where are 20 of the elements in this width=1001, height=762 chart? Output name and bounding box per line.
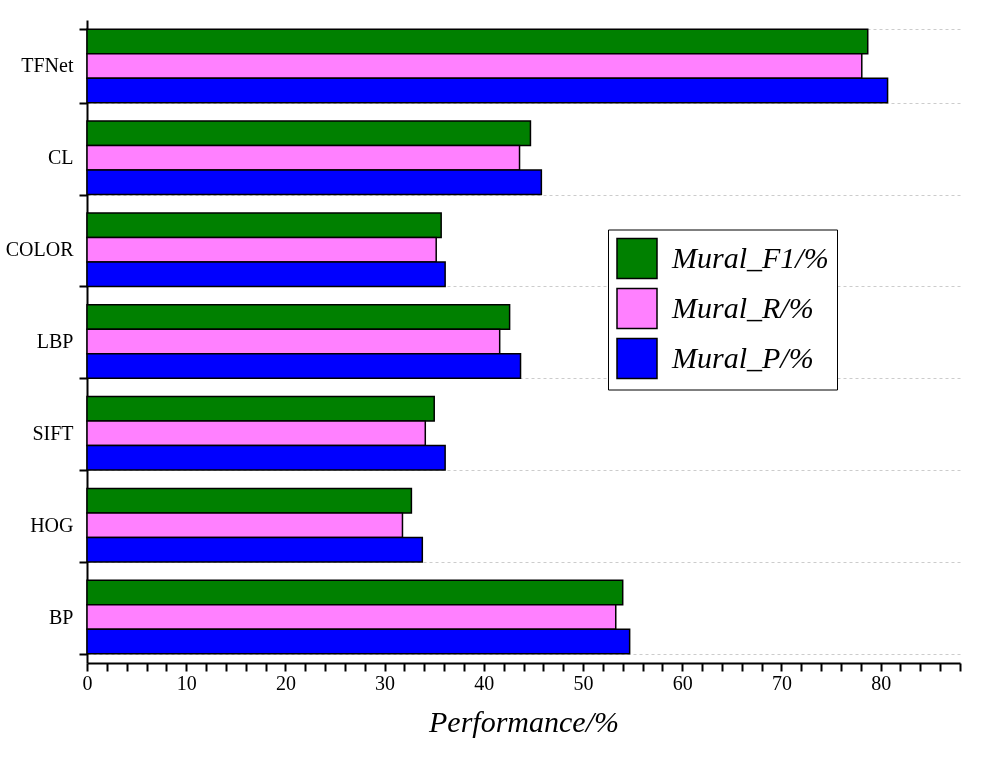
x-tick-label: 20 [275, 671, 296, 694]
x-axis-title: Performance/% [428, 704, 619, 738]
x-tick-label: 10 [176, 671, 197, 694]
x-tick-label: 0 [82, 671, 93, 694]
y-tick-label: BP [49, 605, 74, 628]
y-tick-label: TFNet [21, 54, 74, 77]
legend-label: Mural_R/% [671, 290, 814, 324]
y-tick-label: HOG [30, 513, 74, 536]
legend-label: Mural_P/% [671, 340, 814, 374]
x-tick-label: 60 [672, 671, 693, 694]
y-tick-label: COLOR [5, 238, 75, 261]
y-tick-label: LBP [36, 330, 74, 352]
x-tick-label: 80 [871, 671, 892, 694]
x-tick-label: 70 [771, 671, 792, 694]
y-tick-label: SIFT [32, 421, 74, 444]
x-tick-label: 40 [474, 671, 495, 694]
x-tick-label: 30 [375, 671, 396, 694]
legend-label: Mural_F1/% [671, 240, 829, 274]
x-tick-label: 50 [573, 671, 594, 694]
y-tick-label: CL [47, 146, 74, 169]
